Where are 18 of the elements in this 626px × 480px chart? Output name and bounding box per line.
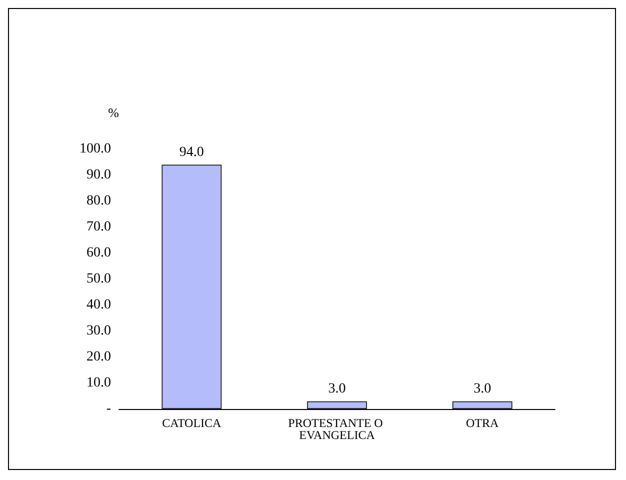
data-label: 3.0	[328, 382, 346, 397]
y-tick-label: -	[106, 402, 112, 416]
data-label: 3.0	[474, 382, 492, 397]
data-label: 94.0	[179, 145, 204, 160]
y-tick-label: 30.0	[86, 324, 111, 338]
x-tick-label: OTRA	[466, 416, 499, 430]
y-tick-label: 40.0	[86, 298, 111, 312]
y-tick-label: 70.0	[86, 220, 111, 234]
y-tick-label: 10.0	[86, 376, 111, 390]
y-axis-title: %	[108, 105, 120, 120]
y-tick-label: 90.0	[86, 168, 111, 182]
x-tick-label: PROTESTANTE O EVANGELICA	[288, 416, 386, 442]
y-tick-label: 20.0	[86, 350, 111, 364]
y-tick-label: 100.0	[80, 142, 111, 156]
y-tick-label: 80.0	[86, 194, 111, 208]
y-tick-label: 60.0	[86, 246, 111, 260]
y-tick-label: 50.0	[86, 272, 111, 286]
x-tick-label: CATOLICA	[162, 416, 222, 430]
